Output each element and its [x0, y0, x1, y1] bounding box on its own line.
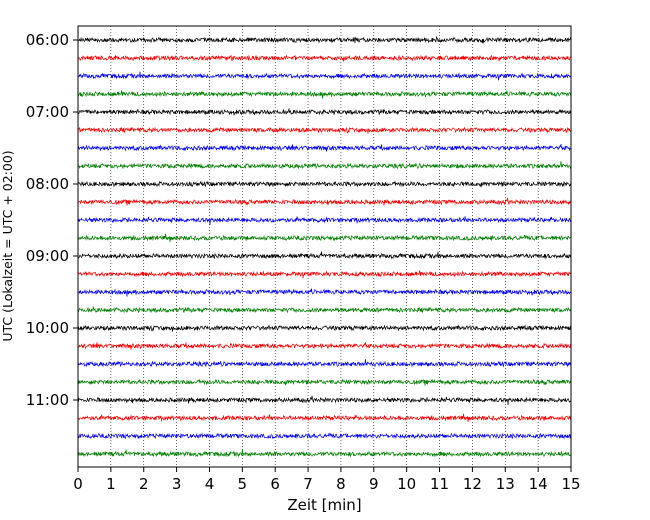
trace-line	[77, 395, 572, 405]
y-tick-label: 08:00	[26, 175, 69, 193]
y-tick-label: 11:00	[26, 391, 69, 409]
x-tick-label: 7	[303, 475, 313, 493]
trace-line	[77, 324, 572, 332]
trace-line	[77, 107, 572, 116]
trace-line	[77, 233, 572, 243]
y-tick-label: 07:00	[26, 103, 69, 121]
y-tick-label: 09:00	[26, 247, 69, 265]
x-tick-label: 4	[205, 475, 215, 493]
plot-frame	[77, 25, 572, 468]
x-tick-label: 10	[397, 475, 416, 493]
x-tick-label: 1	[106, 475, 116, 493]
x-tick-label: 6	[270, 475, 280, 493]
x-tick-label: 11	[430, 475, 449, 493]
trace-line	[77, 161, 572, 170]
trace-line	[77, 126, 572, 134]
x-tick-label: 3	[172, 475, 182, 493]
x-tick-label: 15	[561, 475, 580, 493]
x-axis-ticks: 0 1 2 3 4 5 6 7 8 9 10 11 12 13 14 15	[73, 467, 581, 493]
x-tick-label: 13	[496, 475, 515, 493]
trace-line	[77, 288, 572, 297]
y-axis-label: UTC (Lokalzeit = UTC + 02:00)	[0, 150, 15, 341]
trace-line	[77, 413, 572, 423]
x-tick-label: 0	[73, 475, 83, 493]
y-tick-label: 10:00	[26, 319, 69, 337]
trace-line	[77, 305, 572, 314]
trace-line	[77, 270, 572, 279]
trace-line	[77, 36, 572, 44]
trace-line	[77, 449, 572, 458]
trace-line	[77, 54, 572, 62]
trace-line	[77, 144, 572, 152]
x-tick-label: 2	[139, 475, 149, 493]
plot-area	[78, 26, 571, 467]
trace-line	[77, 342, 572, 350]
trace-line	[77, 180, 572, 188]
trace-line	[77, 251, 572, 260]
y-tick-label: 06:00	[26, 31, 69, 49]
trace-line	[77, 359, 572, 368]
trace-line	[77, 378, 572, 386]
trace-line	[77, 197, 572, 206]
y-axis-ticks: 06:00 07:00 08:00 09:00 10:00 11:00	[26, 31, 78, 409]
x-tick-label: 8	[336, 475, 346, 493]
x-tick-label: 12	[463, 475, 482, 493]
trace-line	[77, 71, 572, 81]
seismic-traces	[77, 36, 572, 458]
x-tick-label: 14	[529, 475, 548, 493]
x-tick-label: 9	[369, 475, 379, 493]
x-axis-label: Zeit [min]	[287, 496, 361, 514]
trace-line	[77, 432, 572, 440]
trace-line	[77, 90, 572, 99]
trace-line	[77, 216, 572, 225]
x-tick-label: 5	[238, 475, 248, 493]
